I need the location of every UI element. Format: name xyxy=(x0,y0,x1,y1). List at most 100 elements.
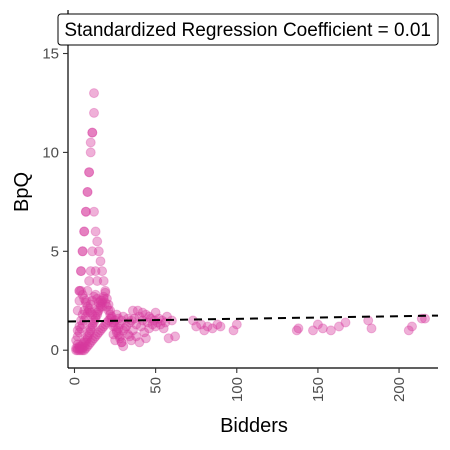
data-point xyxy=(77,339,88,350)
data-point xyxy=(87,246,98,257)
data-point xyxy=(93,327,104,338)
data-point xyxy=(144,311,155,322)
data-point xyxy=(84,167,95,178)
data-point xyxy=(80,337,91,348)
data-point xyxy=(101,293,112,304)
data-point xyxy=(163,333,174,344)
data-point xyxy=(105,309,116,320)
data-point xyxy=(92,307,103,318)
data-point xyxy=(366,323,377,334)
data-point xyxy=(72,305,83,316)
data-point xyxy=(84,339,95,350)
data-point xyxy=(74,343,85,354)
data-point xyxy=(95,299,106,310)
data-point xyxy=(207,323,218,334)
data-point xyxy=(77,345,88,356)
data-point xyxy=(93,246,104,257)
data-point xyxy=(76,323,86,334)
data-point xyxy=(74,327,85,338)
data-point xyxy=(72,345,83,356)
data-point xyxy=(82,333,93,344)
data-point xyxy=(293,323,304,334)
data-point xyxy=(124,331,135,342)
data-point xyxy=(85,147,96,158)
data-point xyxy=(79,293,90,304)
data-point xyxy=(77,246,88,257)
data-point xyxy=(139,327,150,338)
data-point xyxy=(79,337,90,348)
data-point xyxy=(97,323,108,334)
data-point xyxy=(118,341,129,352)
data-point xyxy=(308,325,318,336)
y-tick-label: 0 xyxy=(51,342,59,359)
data-point xyxy=(72,339,83,350)
data-point xyxy=(82,331,93,342)
data-point xyxy=(291,325,302,336)
data-point xyxy=(90,331,101,342)
data-point xyxy=(76,343,86,354)
data-point xyxy=(111,309,122,320)
x-tick-label: 0 xyxy=(66,377,83,385)
data-point xyxy=(98,293,109,304)
data-point xyxy=(85,299,96,310)
data-point xyxy=(80,295,91,306)
x-axis-title: Bidders xyxy=(220,415,288,437)
data-point xyxy=(137,307,148,318)
data-point xyxy=(118,311,129,322)
data-point xyxy=(82,301,93,312)
data-point xyxy=(100,285,111,296)
data-point xyxy=(127,305,138,316)
data-point xyxy=(95,256,106,267)
data-point xyxy=(85,325,96,336)
data-point xyxy=(90,226,101,237)
data-point xyxy=(98,291,109,302)
data-point xyxy=(74,321,85,332)
data-point xyxy=(113,329,124,340)
data-point xyxy=(150,321,161,332)
data-point xyxy=(90,289,101,300)
data-point xyxy=(116,337,127,348)
data-point xyxy=(84,276,95,286)
data-point xyxy=(155,319,166,330)
data-point xyxy=(136,321,146,332)
data-point xyxy=(82,285,93,296)
data-point xyxy=(87,127,98,138)
data-point xyxy=(79,226,90,237)
data-point xyxy=(114,333,125,344)
data-point xyxy=(100,297,111,308)
data-point xyxy=(116,337,127,348)
data-point xyxy=(131,331,142,342)
data-point xyxy=(403,325,414,336)
data-point xyxy=(111,327,122,338)
data-point xyxy=(188,315,198,326)
data-point xyxy=(92,329,103,340)
data-point xyxy=(87,321,98,332)
data-point xyxy=(129,313,140,324)
data-point xyxy=(85,307,96,318)
data-point xyxy=(325,325,336,336)
data-point xyxy=(79,341,90,352)
data-point xyxy=(101,317,112,328)
data-point xyxy=(85,266,96,277)
data-point xyxy=(76,285,86,296)
x-ticks: 0 50 100 150 200 xyxy=(66,368,408,402)
data-point xyxy=(80,343,91,354)
data-point xyxy=(89,333,99,344)
data-point xyxy=(312,319,323,330)
data-point xyxy=(407,321,417,332)
data-point xyxy=(108,329,119,340)
data-point xyxy=(82,341,93,352)
data-point xyxy=(84,329,95,340)
data-point xyxy=(89,107,99,118)
data-point xyxy=(80,206,91,217)
data-point xyxy=(127,325,138,336)
data-point xyxy=(101,301,112,312)
data-point xyxy=(76,266,86,277)
data-point xyxy=(132,305,143,316)
data-point xyxy=(85,323,96,334)
data-point xyxy=(100,287,111,298)
data-point xyxy=(93,297,104,308)
data-point xyxy=(162,311,172,322)
data-point xyxy=(103,305,114,316)
